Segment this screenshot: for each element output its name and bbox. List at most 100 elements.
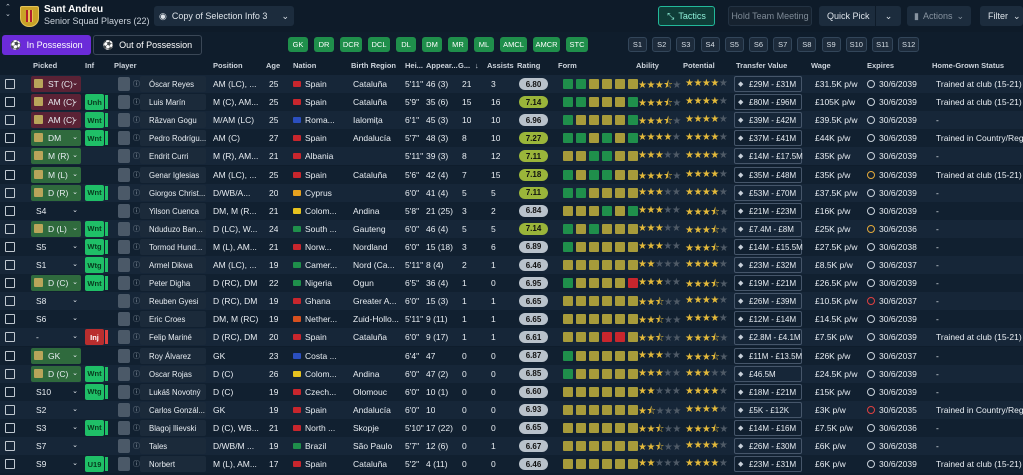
table-row[interactable]: GK ⌄ ⓘ Roy Álvarez GK 23 Costa ... 6'4" 47 0 0 6.87… bbox=[0, 346, 1023, 365]
col-expires[interactable]: Expires bbox=[867, 61, 895, 70]
player-name-link[interactable]: Tales bbox=[140, 438, 206, 454]
player-name-link[interactable]: Reuben Gyesi bbox=[140, 293, 206, 310]
nation-cell[interactable]: Albania bbox=[293, 151, 349, 161]
player-name-link[interactable]: Nduduzo Ban... bbox=[140, 220, 206, 237]
table-row[interactable]: D (C) ⌄ Wnt ⓘ Peter Digha D (RC), DM 22 Nigeria… bbox=[0, 274, 1023, 293]
transfer-value-tag[interactable]: £29M - £31M bbox=[734, 76, 802, 92]
transfer-value-tag[interactable]: £26M - £39M bbox=[734, 293, 802, 310]
nation-cell[interactable]: Spain bbox=[293, 79, 349, 89]
picked-dropdown[interactable]: DM ⌄ bbox=[31, 130, 81, 147]
picked-dropdown[interactable]: - ⌄ bbox=[31, 329, 81, 345]
col-height[interactable]: Hei... bbox=[405, 61, 423, 70]
info-badge[interactable]: Wtg bbox=[85, 257, 108, 273]
col-wage[interactable]: Wage bbox=[811, 61, 831, 70]
table-row[interactable]: DM ⌄ Wnt ⓘ Pedro Rodrígu... AM (C) 27 Spain Anda… bbox=[0, 129, 1023, 148]
row-checkbox[interactable] bbox=[5, 205, 15, 216]
position-chip-dcl[interactable]: DCL bbox=[368, 37, 390, 52]
filter-button[interactable]: Filter ⌄ bbox=[980, 6, 1023, 26]
transfer-value-tag[interactable]: £39M - £42M bbox=[734, 112, 802, 129]
info-badge[interactable]: Wnt bbox=[85, 419, 108, 436]
nation-cell[interactable]: Spain bbox=[293, 170, 349, 180]
player-name-link[interactable]: Yilson Cuenca bbox=[140, 202, 206, 219]
table-row[interactable]: ST (C) ⌄ ⓘ Óscar Reyes AM (LC), ... 25 Spain Ca… bbox=[0, 75, 1023, 93]
actions-button[interactable]: ▮ Actions ⌄ bbox=[907, 6, 971, 26]
row-checkbox[interactable] bbox=[5, 260, 15, 270]
info-badge[interactable]: Wnt bbox=[85, 130, 108, 147]
in-possession-tab[interactable]: ⚽ In Possession bbox=[2, 35, 91, 55]
picked-dropdown[interactable]: S1 ⌄ bbox=[31, 257, 81, 273]
table-row[interactable]: S4 ⌄ ⓘ Yilson Cuenca DM, M (R... 21 Colom... An… bbox=[0, 201, 1023, 220]
row-checkbox[interactable] bbox=[5, 368, 15, 379]
player-name-link[interactable]: Tormod Hund... bbox=[140, 238, 206, 255]
nation-cell[interactable]: Cyprus bbox=[293, 188, 349, 198]
picked-dropdown[interactable]: D (C) ⌄ bbox=[31, 365, 81, 382]
row-checkbox[interactable] bbox=[5, 223, 15, 234]
table-row[interactable]: - ⌄ Inj ⓘ Felip Mariné D (RC), DM 20 Spain Catal… bbox=[0, 328, 1023, 347]
nation-cell[interactable]: Spain bbox=[293, 133, 349, 143]
transfer-value-tag[interactable]: £53M - £70M bbox=[734, 184, 802, 201]
set-chip-s11[interactable]: S11 bbox=[872, 37, 893, 52]
row-checkbox[interactable] bbox=[5, 133, 15, 144]
table-row[interactable]: S5 ⌄ Wtg ⓘ Tormod Hund... M (L), AM... 21 Norw.… bbox=[0, 237, 1023, 256]
position-chip-dcr[interactable]: DCR bbox=[340, 37, 362, 52]
player-name-link[interactable]: Felip Mariné bbox=[140, 329, 206, 346]
nation-cell[interactable]: Spain bbox=[293, 405, 349, 415]
player-name-link[interactable]: Óscar Reyes bbox=[140, 76, 206, 92]
position-chip-amcl[interactable]: AMCL bbox=[500, 37, 527, 52]
col-birth-region[interactable]: Birth Region bbox=[351, 61, 396, 70]
row-checkbox[interactable] bbox=[5, 459, 15, 470]
player-name-link[interactable]: Endrit Curri bbox=[140, 148, 206, 165]
row-checkbox[interactable] bbox=[5, 151, 15, 162]
nation-cell[interactable]: Norw... bbox=[293, 242, 349, 252]
col-inf[interactable]: Inf bbox=[85, 61, 95, 70]
nation-cell[interactable]: Spain bbox=[293, 97, 349, 107]
table-row[interactable]: S1 ⌄ Wtg ⓘ Armel Dikwa AM (LC), ... 19 Camer...… bbox=[0, 256, 1023, 274]
info-badge[interactable]: Wnt bbox=[85, 184, 108, 201]
set-chip-s3[interactable]: S3 bbox=[676, 37, 696, 52]
player-name-link[interactable]: Norbert bbox=[140, 456, 206, 473]
picked-dropdown[interactable]: S4 ⌄ bbox=[31, 203, 81, 219]
picked-dropdown[interactable]: S5 ⌄ bbox=[31, 239, 81, 255]
player-name-link[interactable]: Eric Croes bbox=[140, 311, 206, 328]
player-name-link[interactable]: Blagoj Ilievski bbox=[140, 419, 206, 436]
nation-cell[interactable]: Spain bbox=[293, 459, 349, 469]
row-checkbox[interactable] bbox=[5, 278, 15, 289]
col-position[interactable]: Position bbox=[213, 61, 243, 70]
position-chip-stc[interactable]: STC bbox=[566, 37, 588, 52]
col-assists[interactable]: Assists bbox=[487, 61, 514, 70]
quick-pick-button[interactable]: Quick Pick bbox=[819, 6, 901, 26]
col-appearances[interactable]: Appear... bbox=[426, 61, 458, 70]
picked-dropdown[interactable]: M (L) ⌄ bbox=[31, 166, 81, 183]
row-checkbox[interactable] bbox=[5, 296, 15, 307]
tactics-button[interactable]: ⤡ Tactics bbox=[658, 6, 715, 26]
picked-dropdown[interactable]: S3 ⌄ bbox=[31, 420, 81, 436]
player-name-link[interactable]: Pedro Rodrígu... bbox=[140, 130, 206, 147]
row-checkbox[interactable] bbox=[5, 115, 15, 126]
transfer-value-tag[interactable]: £21M - £23M bbox=[734, 202, 802, 219]
position-chip-mr[interactable]: MR bbox=[448, 37, 468, 52]
position-chip-ml[interactable]: ML bbox=[474, 37, 494, 52]
info-badge[interactable]: Unh bbox=[85, 94, 108, 111]
info-badge[interactable]: Wnt bbox=[85, 365, 108, 382]
picked-dropdown[interactable]: S8 ⌄ bbox=[31, 293, 81, 309]
player-name-link[interactable]: Roy Álvarez bbox=[140, 347, 206, 364]
player-name-link[interactable]: Giorgos Christ... bbox=[140, 184, 206, 201]
col-form[interactable]: Form bbox=[558, 61, 577, 70]
player-name-link[interactable]: Genar Iglesias bbox=[140, 166, 206, 183]
transfer-value-tag[interactable]: £7.4M - £8M bbox=[734, 220, 802, 237]
transfer-value-tag[interactable]: £14M - £16M bbox=[734, 419, 802, 436]
table-row[interactable]: S10 ⌄ Wtg ⓘ Lukáš Novotný D (C) 19 Czech... Olom… bbox=[0, 382, 1023, 401]
nation-cell[interactable]: Nether... bbox=[293, 314, 349, 324]
out-of-possession-tab[interactable]: ⚽ Out of Possession bbox=[93, 35, 202, 55]
set-chip-s10[interactable]: S10 bbox=[845, 37, 867, 52]
nation-cell[interactable]: Colom... bbox=[293, 369, 349, 379]
transfer-value-tag[interactable]: £12M - £14M bbox=[734, 311, 802, 328]
selection-view-dropdown[interactable]: ◉ Copy of Selection Info 3 ⌄ bbox=[154, 6, 294, 26]
player-name-link[interactable]: Răzvan Gogu bbox=[140, 112, 206, 129]
set-chip-s7[interactable]: S7 bbox=[773, 37, 793, 52]
col-transfer-value[interactable]: Transfer Value bbox=[736, 61, 788, 70]
position-chip-dl[interactable]: DL bbox=[396, 37, 416, 52]
row-checkbox[interactable] bbox=[5, 241, 15, 252]
expand-chevron-icon[interactable]: ⌃ ⌄ bbox=[5, 4, 11, 18]
table-row[interactable]: AM (C) ⌄ Unh ⓘ Luis Marín M (C), AM... 25 Spain… bbox=[0, 93, 1023, 112]
